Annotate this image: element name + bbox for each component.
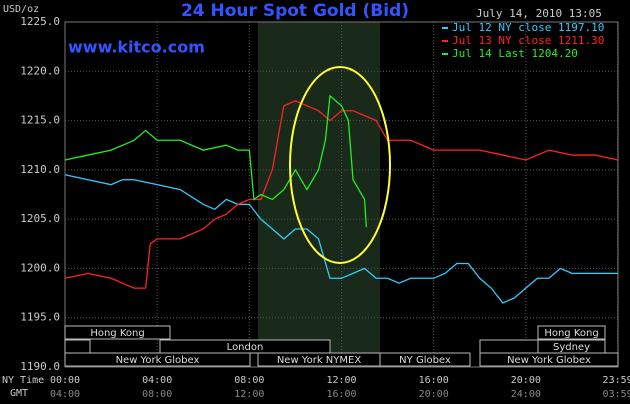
y-tick-label: 1210.0: [20, 163, 60, 176]
x-tick-label: 23:59: [603, 375, 630, 386]
x2-tick-label: 03:59: [603, 389, 630, 400]
legend-label: Jul 12 NY close 1197.10: [452, 21, 604, 34]
legend-label: Jul 14 Last 1204.20: [452, 47, 578, 60]
session-label: London: [227, 342, 264, 353]
session-box: [479, 339, 539, 354]
x-tick-label: 20:00: [511, 375, 541, 386]
session-box: [64, 325, 171, 340]
session-box: [64, 352, 251, 367]
y-tick-label: 1220.0: [20, 64, 60, 77]
subtitle: www.kitco.com: [68, 38, 205, 57]
y-tick-label: 1200.0: [20, 261, 60, 274]
y-tick-label: 1205.0: [20, 212, 60, 225]
session-box: [480, 326, 538, 340]
x-tick-label: 04:00: [142, 375, 172, 386]
x2-tick-label: 16:00: [326, 389, 356, 400]
x-tick-label: 08:00: [234, 375, 264, 386]
y-label: USD/oz: [3, 4, 39, 15]
legend-label: Jul 13 NY close 1211.30: [452, 34, 604, 47]
x2-tick-label: 12:00: [234, 389, 264, 400]
session-label: NY Globex: [399, 355, 451, 366]
session-box: [64, 339, 91, 354]
session-label: Sydney: [553, 342, 590, 353]
x2-label: GMT: [10, 388, 28, 399]
y-tick-label: 1225.0: [20, 15, 60, 28]
chart-title: 24 Hour Spot Gold (Bid): [181, 1, 409, 21]
highlight-circle: [289, 66, 391, 264]
x2-tick-label: 24:00: [511, 389, 541, 400]
x2-tick-label: 04:00: [50, 389, 80, 400]
y-tick-label: 1195.0: [20, 311, 60, 324]
x2-tick-label: 08:00: [142, 389, 172, 400]
x2-tick-label: 20:00: [419, 389, 449, 400]
session-label: New York NYMEX: [277, 355, 362, 366]
date: July 14, 2010 13:05: [476, 7, 602, 20]
x-tick-label: 00:00: [50, 375, 80, 386]
sessions: Hong Kong London New York Globex New York N…: [64, 325, 619, 367]
session-label: New York Globex: [507, 355, 591, 366]
session-label: Hong Kong: [90, 328, 144, 339]
y-tick-label: 1190.0: [20, 360, 60, 373]
x-tick-label: 12:00: [326, 375, 356, 386]
session-box: [537, 325, 606, 340]
x-tick-label: 16:00: [419, 375, 449, 386]
series-line: [64, 174, 618, 304]
y-tick-label: 1215.0: [20, 114, 60, 127]
session-label: New York Globex: [116, 355, 200, 366]
series-line: [64, 94, 368, 228]
session-label: Hong Kong: [544, 328, 598, 339]
session-box: [479, 352, 619, 367]
plot-frame: [64, 21, 619, 368]
session-box: [379, 352, 471, 367]
x-label: NY Time: [2, 375, 44, 386]
